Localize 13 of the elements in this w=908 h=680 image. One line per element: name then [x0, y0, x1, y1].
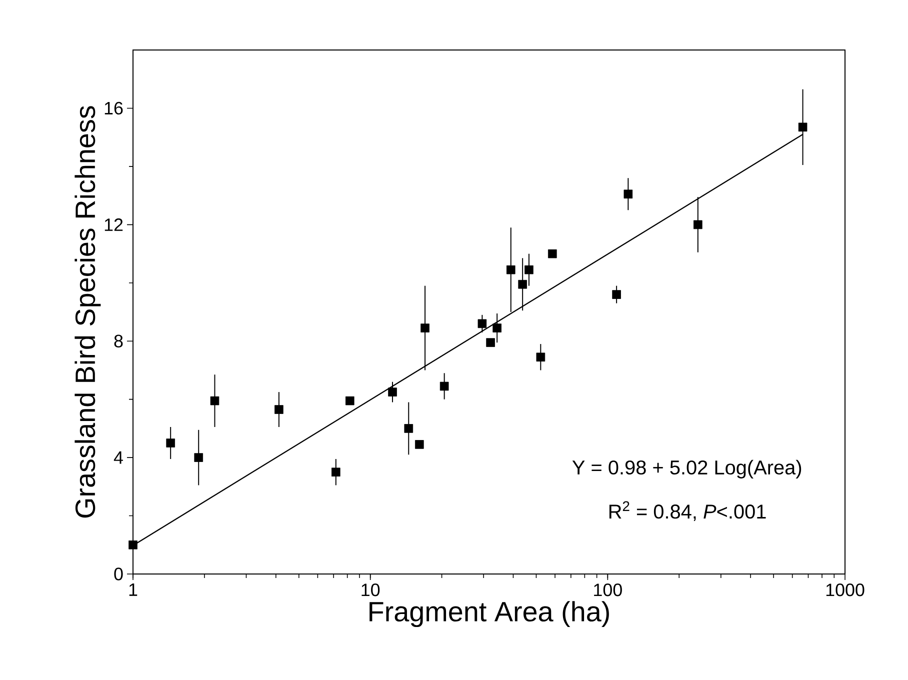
x-tick-label: 10 — [362, 584, 380, 596]
y-axis-title: Grassland Bird Species Richness — [74, 106, 101, 518]
x-axis-title: Fragment Area (ha) — [370, 601, 609, 628]
x-tick-label: 1 — [129, 584, 138, 596]
x-tick-label: 1000 — [826, 584, 864, 596]
annotation: Y = 0.98 + 5.02 Log(Area) — [572, 460, 802, 478]
y-tick-label: 16 — [104, 102, 123, 115]
y-tick-label: 12 — [104, 218, 123, 231]
x-tick-label: 100 — [594, 584, 622, 596]
annotation: R$^{2}$ = 0.84, P<.001 — [609, 501, 766, 522]
y-tick-label: 4 — [114, 451, 123, 464]
y-tick-label: 0 — [114, 568, 123, 580]
y-tick-label: 8 — [114, 334, 123, 348]
